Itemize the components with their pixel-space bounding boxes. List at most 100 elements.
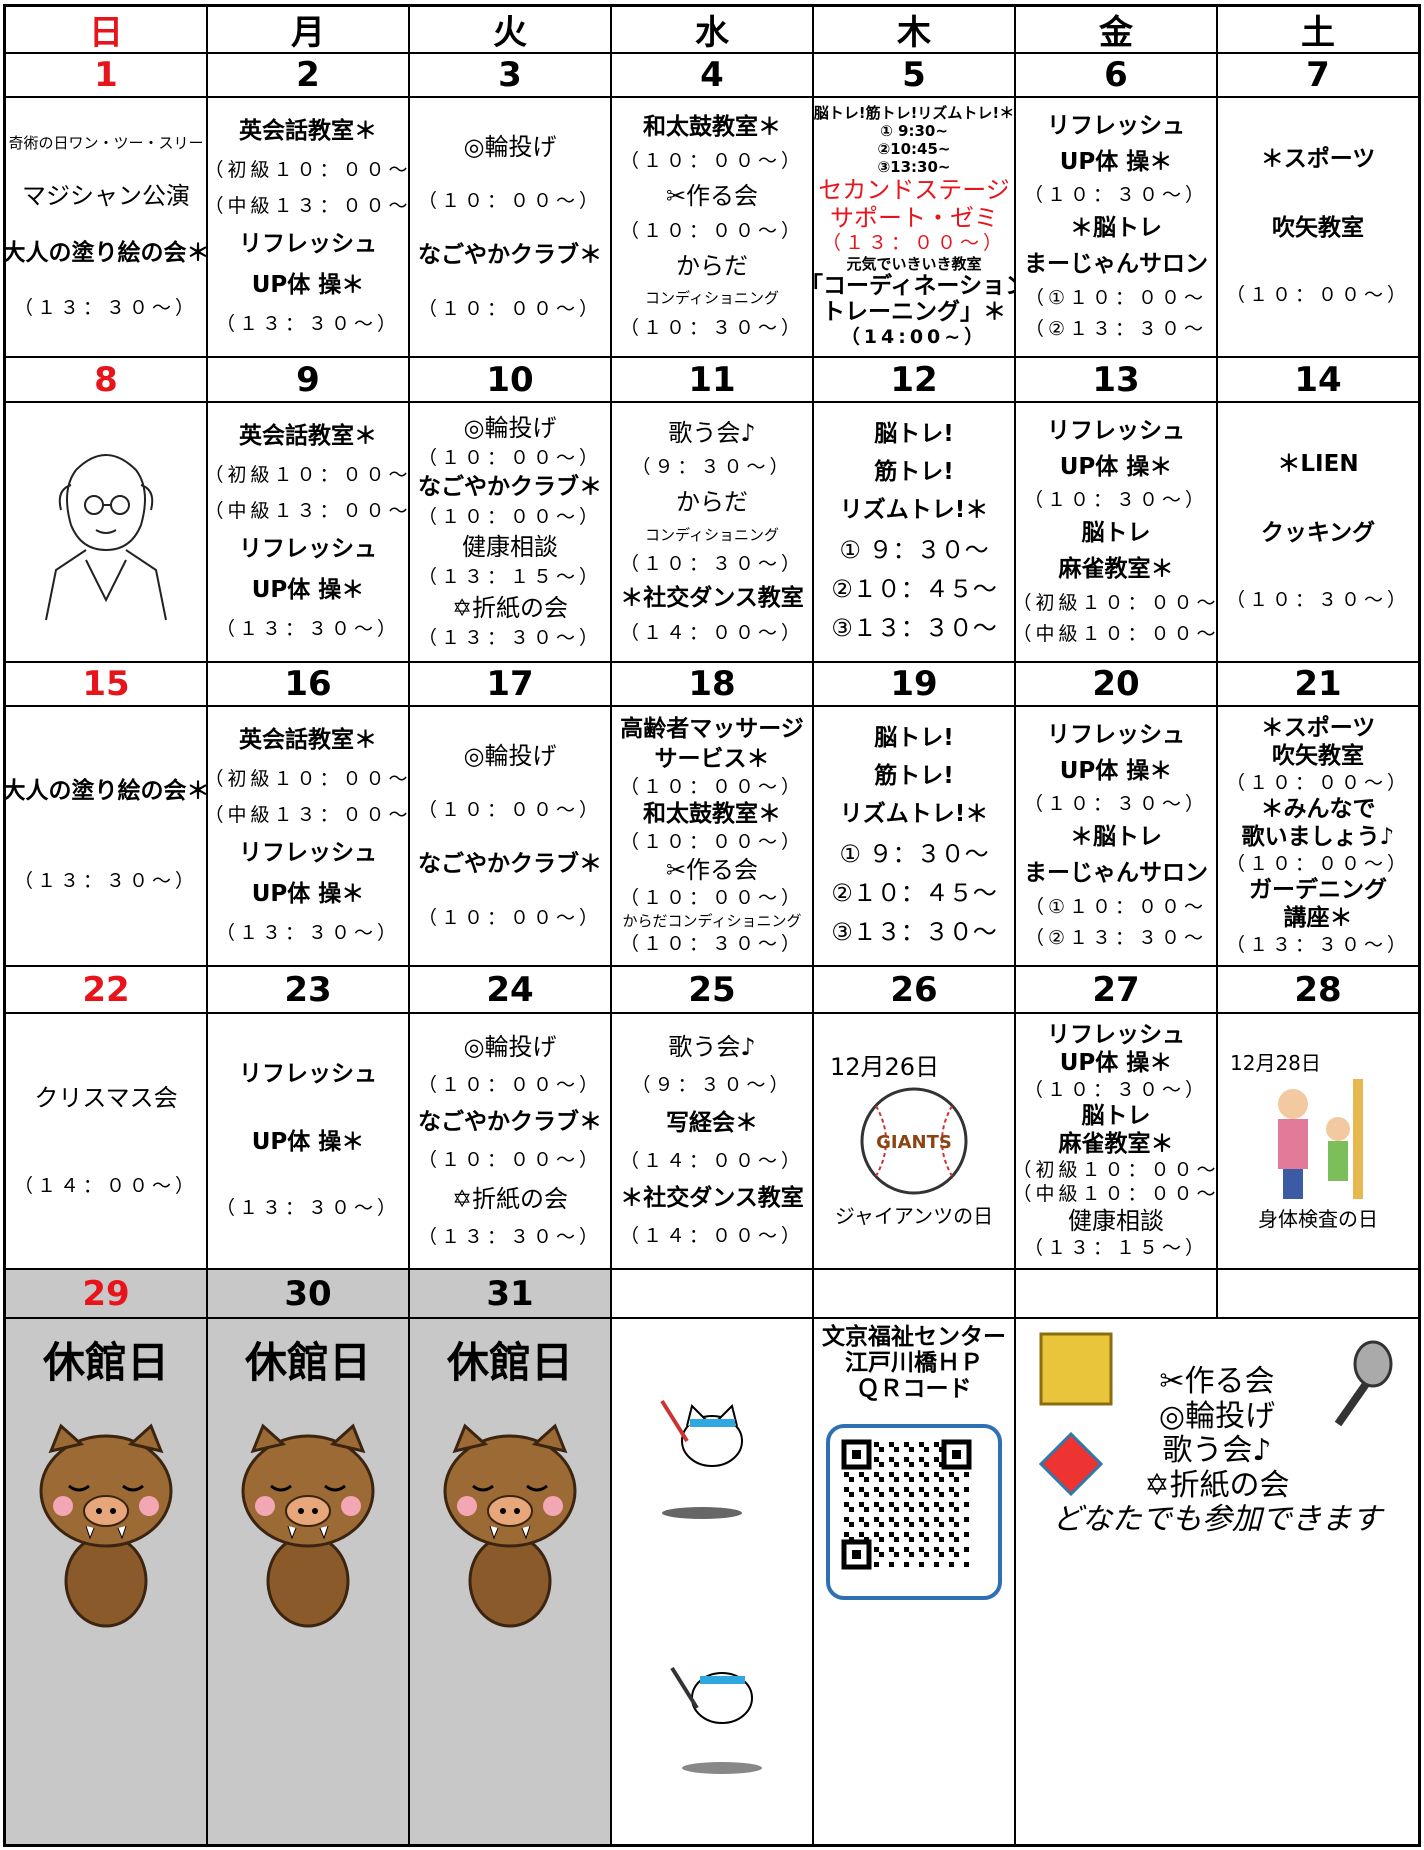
event-line: （１３：３０～） <box>1225 933 1410 956</box>
event-line: （９：３０～） <box>631 456 793 479</box>
event-line: リフレッシュ <box>239 231 377 258</box>
event-line: 筋トレ! <box>874 762 954 789</box>
illustration <box>26 430 186 634</box>
cat <box>660 1400 743 1520</box>
day-cell: 脳トレ! 筋トレ! リズムトレ!＊ ① ９：３０～ ②１０：４５～ ③１３：３０～ <box>814 403 1014 661</box>
day-cell: ◎輪投げ （１０：００～） なごやかクラブ＊ （１０：００～） <box>410 98 610 356</box>
event-line: （１０：３０～） <box>1023 1078 1208 1101</box>
event-line: ②１０：４５～ <box>831 879 997 908</box>
event-line: 休館日 <box>446 1338 573 1387</box>
day-cell: リフレッシュ UP体 操＊ （１０：３０～） 脳トレ 麻雀教室＊ （初級１０：００～ （中級… <box>1016 403 1216 661</box>
event-line: 元気でいきいき教室 <box>846 254 982 273</box>
event-line: リフレッシュ <box>1047 721 1185 748</box>
event-line: UP体 操＊ <box>1059 148 1173 175</box>
event-line: ＊みんなで <box>1260 795 1376 822</box>
day-cell: クリスマス会 （１４：００～） <box>6 1014 206 1268</box>
event-line: （１０：００～） <box>1225 852 1410 875</box>
weekday-header: 火 <box>410 7 610 52</box>
kid-measure <box>1278 1079 1363 1199</box>
event-line: リフレッシュ <box>1047 417 1185 444</box>
event-line: （①１０：００～ <box>1024 895 1208 918</box>
event-line: リフレッシュ <box>1047 1021 1185 1048</box>
event-line: 歌う会♪ <box>1162 1433 1272 1468</box>
event-line: UP体 操＊ <box>251 1129 365 1156</box>
event-line: 脳トレ! <box>874 724 954 751</box>
event-line: 和太鼓教室＊ <box>643 113 781 140</box>
event-line: ① 9:30~ <box>880 122 948 141</box>
date-cell: 25 <box>612 967 812 1012</box>
event-line: （１３：３０～） <box>215 312 400 335</box>
weekday-header: 木 <box>814 7 1014 52</box>
event-line: 吹矢教室 <box>1272 215 1364 242</box>
event-line: 筋トレ! <box>874 458 954 485</box>
weekday-header: 金 <box>1016 7 1216 52</box>
event-line: ③13:30~ <box>877 158 951 177</box>
event-line: （１０：３０～） <box>619 932 804 955</box>
date-cell: 18 <box>612 663 812 705</box>
day-cell: 脳トレ! 筋トレ! リズムトレ!＊ ① ９：３０～ ②１０：４５～ ③１３：３０～ <box>814 707 1014 965</box>
event-line: （１３：３０～） <box>417 626 602 649</box>
microphone <box>1353 1340 1393 1388</box>
event-line: リフレッシュ <box>239 840 377 867</box>
event-line: 12月26日 <box>830 1053 940 1082</box>
event-line: （初級１０：００～ <box>208 463 408 486</box>
event-line: まーじゃんサロン <box>1024 859 1208 886</box>
cat-illustration-svg <box>660 1400 743 1520</box>
event-line: クッキング <box>1260 520 1376 547</box>
event-line: ◎輪投げ <box>463 742 557 771</box>
event-line: （１０：００～） <box>619 775 804 798</box>
origami-illustration-svg <box>1038 1431 1104 1497</box>
event-line: リズムトレ!＊ <box>839 497 989 524</box>
date-cell: 28 <box>1218 967 1418 1012</box>
date-cell: 6 <box>1016 54 1216 96</box>
day-cell: ◎輪投げ （１０：００～） なごやかクラブ＊ （１０：００～） 健康相談 （１３：１５～）… <box>410 403 610 661</box>
event-line: なごやかクラブ＊ <box>418 1109 602 1136</box>
event-line: 奇術の日ワン・ツー・スリー <box>8 134 204 153</box>
date-cell: 10 <box>410 358 610 401</box>
event-line: （中級１３：００～ <box>208 499 408 522</box>
event-line: 12月28日 <box>1230 1050 1321 1075</box>
boar <box>39 1423 173 1628</box>
qr-code <box>841 1439 972 1570</box>
day-cell <box>6 403 206 661</box>
weekday-header: 月 <box>208 7 408 52</box>
event-line: （②１３：３０～ <box>1024 317 1208 340</box>
event-line: （１４：００～） <box>13 1175 198 1198</box>
event-line: ③１３：３０～ <box>831 614 997 643</box>
event-line: セカンドステージ <box>818 176 1010 205</box>
day-cell: 休館日 <box>208 1319 408 1844</box>
event-line: リズムトレ!＊ <box>839 801 989 828</box>
event-line: （中級１３：００～ <box>208 803 408 826</box>
event-line: ① ９：３０～ <box>839 839 989 868</box>
mic-illustration <box>1328 1339 1398 1433</box>
date-cell: 2 <box>208 54 408 96</box>
date-cell: 4 <box>612 54 812 96</box>
event-line: ＊スポーツ <box>1260 146 1376 173</box>
weekday-header: 土 <box>1218 7 1418 52</box>
event-line: （１３：３０～） <box>13 870 198 893</box>
boar-illustration-svg <box>443 1423 577 1628</box>
date-cell: 13 <box>1016 358 1216 401</box>
baseball <box>860 1087 968 1195</box>
event-line: 大人の塗り絵の会＊ <box>6 239 206 266</box>
event-line: （１０：３０～） <box>619 553 804 576</box>
event-line: サービス＊ <box>654 745 770 772</box>
qr-code-illustration <box>824 1422 1004 1606</box>
day-cell: リフレッシュ UP体 操＊ （１０：３０～） ＊脳トレ まーじゃんサロン （①１０：００～… <box>1016 707 1216 965</box>
cat-illustration <box>632 1381 792 1525</box>
event-line: （１０：００～） <box>417 297 602 320</box>
baseball-illustration-svg: GIANTS <box>860 1087 968 1195</box>
day-cell: 脳トレ!筋トレ!リズムトレ!＊ ① 9:30~ ②10:45~ ③13:30~ セカンド… <box>814 98 1014 356</box>
event-line: UP体 操＊ <box>251 576 365 603</box>
day-cell: ◎輪投げ （１０：００～） なごやかクラブ＊ （１０：００～） <box>410 707 610 965</box>
man-sketch <box>45 454 167 621</box>
event-line: ✂作る会 <box>665 182 759 211</box>
day-cell: リフレッシュ UP体 操＊ （１０：３０～） 脳トレ 麻雀教室＊ （初級１０：００～ （中級… <box>1016 1014 1216 1268</box>
event-line: ✂作る会 <box>1159 1364 1275 1399</box>
event-line: 講座＊ <box>1283 905 1353 932</box>
calendar: 日月火水木金土 1 2 3 4 5 6 7 奇術の日ワン・ツー・スリー マジシャン公演 大人の塗り絵… <box>3 4 1421 1847</box>
day-cell: 英会話教室＊ （初級１０：００～ （中級１３：００～ リフレッシュ UP体 操＊ （１３：… <box>208 403 408 661</box>
event-line: ＊LIEN <box>1277 451 1359 478</box>
event-line: ＊脳トレ <box>1070 824 1162 851</box>
event-line: 脳トレ <box>1081 1102 1151 1129</box>
